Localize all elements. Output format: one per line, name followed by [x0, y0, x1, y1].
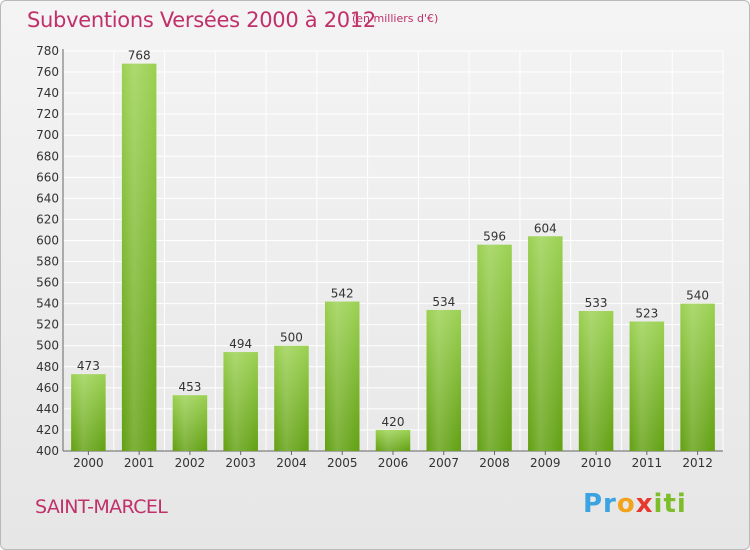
- y-tick-label: 780: [36, 44, 59, 58]
- x-tick-label: 2012: [682, 456, 713, 470]
- x-tick-label: 2004: [276, 456, 307, 470]
- bar-highlight: [172, 395, 208, 451]
- y-tick-label: 520: [36, 318, 59, 332]
- y-tick-label: 400: [36, 444, 59, 458]
- x-tick-label: 2008: [479, 456, 510, 470]
- y-tick-label: 440: [36, 402, 59, 416]
- bar-highlight: [223, 352, 258, 451]
- x-tick-label: 2001: [124, 456, 155, 470]
- y-tick-label: 500: [36, 339, 59, 353]
- x-tick-label: 2011: [632, 456, 663, 470]
- y-tick-label: 460: [36, 381, 59, 395]
- y-tick-label: 660: [36, 170, 59, 184]
- y-tick-label: 720: [36, 107, 59, 121]
- proxiti-logo: Proxiti: [583, 489, 687, 519]
- value-label: 500: [280, 331, 303, 345]
- bar-highlight: [477, 244, 512, 451]
- y-tick-label: 420: [36, 423, 59, 437]
- bar-highlight: [375, 429, 411, 451]
- commune-name: SAINT-MARCEL: [35, 496, 168, 518]
- y-tick-label: 560: [36, 276, 59, 290]
- value-label: 604: [534, 221, 557, 235]
- x-tick-label: 2005: [327, 456, 358, 470]
- x-tick-label: 2010: [581, 456, 612, 470]
- x-tick-label: 2009: [530, 456, 561, 470]
- value-label: 523: [635, 307, 658, 321]
- value-label: 534: [432, 295, 455, 309]
- y-tick-label: 600: [36, 233, 59, 247]
- y-tick-label: 580: [36, 255, 59, 269]
- bar-highlight: [71, 374, 106, 451]
- y-tick-label: 620: [36, 212, 59, 226]
- bar-highlight: [426, 309, 462, 451]
- value-label: 473: [77, 359, 100, 373]
- y-tick-label: 760: [36, 65, 59, 79]
- value-label: 494: [229, 337, 252, 351]
- value-label: 540: [686, 289, 709, 303]
- bar-highlight: [629, 321, 665, 451]
- x-tick-label: 2000: [73, 456, 104, 470]
- value-label: 768: [128, 49, 151, 63]
- bar-highlight: [324, 301, 360, 451]
- x-tick-label: 2007: [428, 456, 459, 470]
- bar-highlight: [274, 345, 309, 451]
- y-tick-label: 640: [36, 191, 59, 205]
- y-tick-label: 540: [36, 297, 59, 311]
- x-tick-label: 2003: [225, 456, 256, 470]
- chart-title: Subventions Versées 2000 à 2012: [27, 8, 376, 32]
- bar-highlight: [121, 63, 157, 451]
- value-label: 420: [382, 415, 405, 429]
- y-tick-label: 740: [36, 86, 59, 100]
- y-tick-label: 680: [36, 149, 59, 163]
- value-label: 533: [585, 296, 608, 310]
- value-label: 542: [331, 287, 354, 301]
- bar-highlight: [578, 311, 614, 451]
- bar-highlight: [528, 236, 563, 451]
- x-tick-label: 2006: [378, 456, 409, 470]
- y-tick-label: 480: [36, 360, 59, 374]
- value-label: 453: [178, 380, 201, 394]
- value-label: 596: [483, 230, 506, 244]
- bar-highlight: [680, 303, 715, 451]
- x-tick-label: 2002: [175, 456, 206, 470]
- y-tick-label: 700: [36, 128, 59, 142]
- unit-note: (en milliers d'€): [352, 12, 439, 25]
